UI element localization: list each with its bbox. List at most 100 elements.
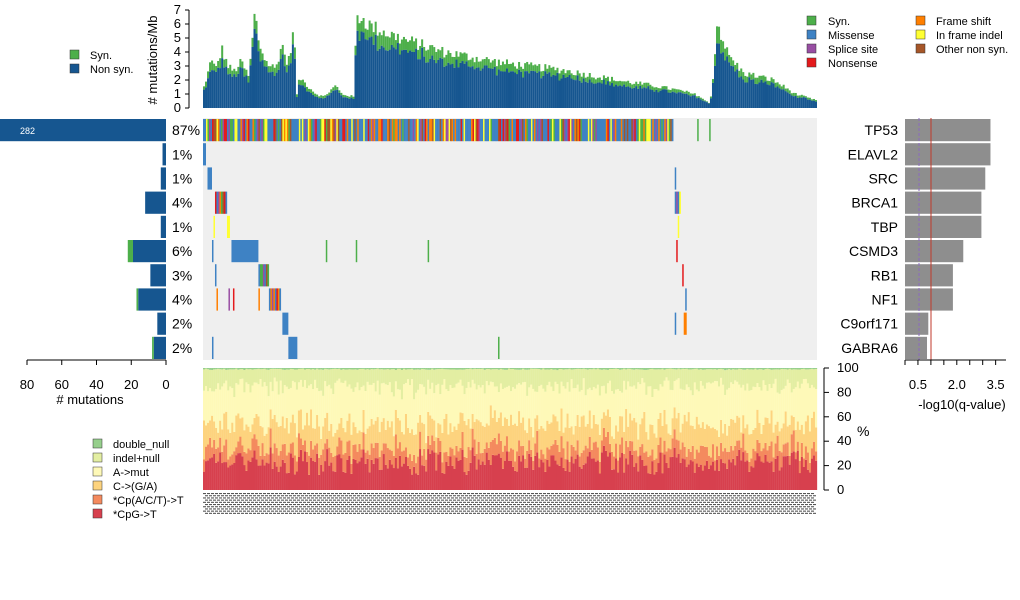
spectrum-segment (243, 430, 246, 452)
spectrum-segment (257, 445, 260, 466)
spectrum-segment (522, 455, 525, 490)
spectrum-segment (697, 369, 701, 392)
spectrum-segment (776, 435, 779, 457)
oncoprint-cell (216, 119, 219, 142)
sample-id-mark (593, 499, 596, 501)
sample-id-mark (749, 512, 752, 514)
oncoprint-cell (498, 119, 500, 142)
burden-bar-nonsyn (475, 67, 478, 108)
oncoprint-cell (459, 119, 461, 142)
spectrum-segment (463, 472, 466, 490)
legend-swatch-nonsense (806, 57, 817, 68)
oncoprint-cell (262, 264, 265, 287)
sample-id-mark (335, 510, 338, 512)
spectrum-segment (376, 368, 379, 369)
sample-id-mark (343, 497, 346, 499)
spectrum-segment (354, 444, 357, 460)
spectrum-segment (532, 388, 535, 438)
spectrum-segment (578, 368, 581, 369)
spectrum-segment (687, 448, 690, 465)
burden-bar-nonsyn (503, 71, 506, 108)
sample-id-mark (697, 495, 700, 497)
sample-id-mark (705, 499, 708, 501)
spectrum-segment (534, 391, 537, 419)
burden-bar-syn (796, 95, 799, 98)
spectrum-segment (742, 368, 745, 370)
sample-id-mark (791, 501, 794, 503)
oncoprint-cell (241, 119, 244, 142)
sample-id-mark (309, 499, 312, 501)
spectrum-segment (798, 429, 801, 461)
sample-id-mark (283, 510, 286, 512)
spectrum-segment (633, 417, 636, 451)
spectrum-segment (756, 439, 759, 454)
sample-id-mark (445, 499, 448, 501)
spectrum-segment (675, 368, 678, 370)
spectrum-segment (687, 387, 690, 413)
spectrum-segment (615, 389, 618, 426)
spectrum-segment (303, 440, 307, 452)
spectrum-segment (362, 432, 365, 450)
sample-id-mark (707, 510, 710, 512)
sample-id-mark (385, 512, 388, 514)
oncoprint-cell (405, 119, 407, 142)
burden-bar-nonsyn (782, 89, 785, 108)
sample-id-mark (507, 506, 510, 508)
spectrum-segment (627, 368, 630, 382)
spectrum-segment (726, 389, 729, 436)
sample-id-mark (333, 508, 336, 510)
spectrum-segment (772, 369, 775, 384)
oncoprint-cell (259, 119, 262, 142)
oncoprint-cell (640, 119, 642, 142)
spectrum-segment (205, 446, 208, 462)
burden-bar-syn (788, 90, 791, 94)
spectrum-segment (427, 379, 430, 412)
spectrum-segment (528, 440, 531, 454)
burden-bar-syn (411, 36, 414, 52)
spectrum-segment (493, 410, 497, 438)
burden-bar-syn (669, 89, 672, 93)
sample-id-mark (587, 510, 590, 512)
spectrum-segment (415, 463, 418, 474)
sample-id-mark (451, 510, 454, 512)
spectrum-segment (691, 425, 694, 446)
sample-id-mark (305, 508, 308, 510)
burden-bar-nonsyn (606, 81, 609, 108)
spectrum-segment (681, 423, 684, 443)
oncoprint-cell (271, 288, 274, 311)
sample-id-mark (403, 506, 406, 508)
burden-bar-syn (404, 39, 407, 50)
spectrum-segment (358, 430, 361, 444)
burden-bar-nonsyn (326, 95, 329, 108)
sample-id-mark (727, 510, 730, 512)
sample-id-mark (705, 508, 708, 510)
spectrum-segment (742, 369, 745, 385)
spectrum-segment (364, 433, 367, 453)
spectrum-segment (225, 368, 228, 370)
burden-bar-syn (722, 41, 725, 53)
burden-bar-syn (641, 84, 644, 89)
sample-id-mark (551, 497, 554, 499)
spectrum-segment (665, 377, 668, 425)
sample-id-mark (733, 512, 736, 514)
spectrum-segment (312, 369, 315, 390)
spectrum-segment (562, 368, 565, 370)
sample-id-mark (575, 497, 578, 499)
sample-id-mark (307, 493, 310, 495)
spectrum-segment (705, 368, 709, 370)
sample-id-mark (647, 501, 650, 503)
spectrum-segment (330, 462, 333, 490)
spectrum-segment (233, 397, 236, 432)
burden-bar-nonsyn (705, 102, 708, 108)
burden-bar-nonsyn (635, 86, 638, 108)
spectrum-segment (289, 368, 293, 369)
sample-id-mark (619, 497, 622, 499)
spectrum-segment (631, 369, 634, 387)
burden-bar-syn (340, 92, 343, 96)
spectrum-segment (794, 387, 797, 430)
spectrum-segment (520, 446, 523, 462)
spectrum-segment (685, 368, 688, 385)
burden-bar-syn (491, 60, 494, 69)
burden-bar-syn (421, 39, 424, 48)
spectrum-segment (762, 368, 765, 370)
